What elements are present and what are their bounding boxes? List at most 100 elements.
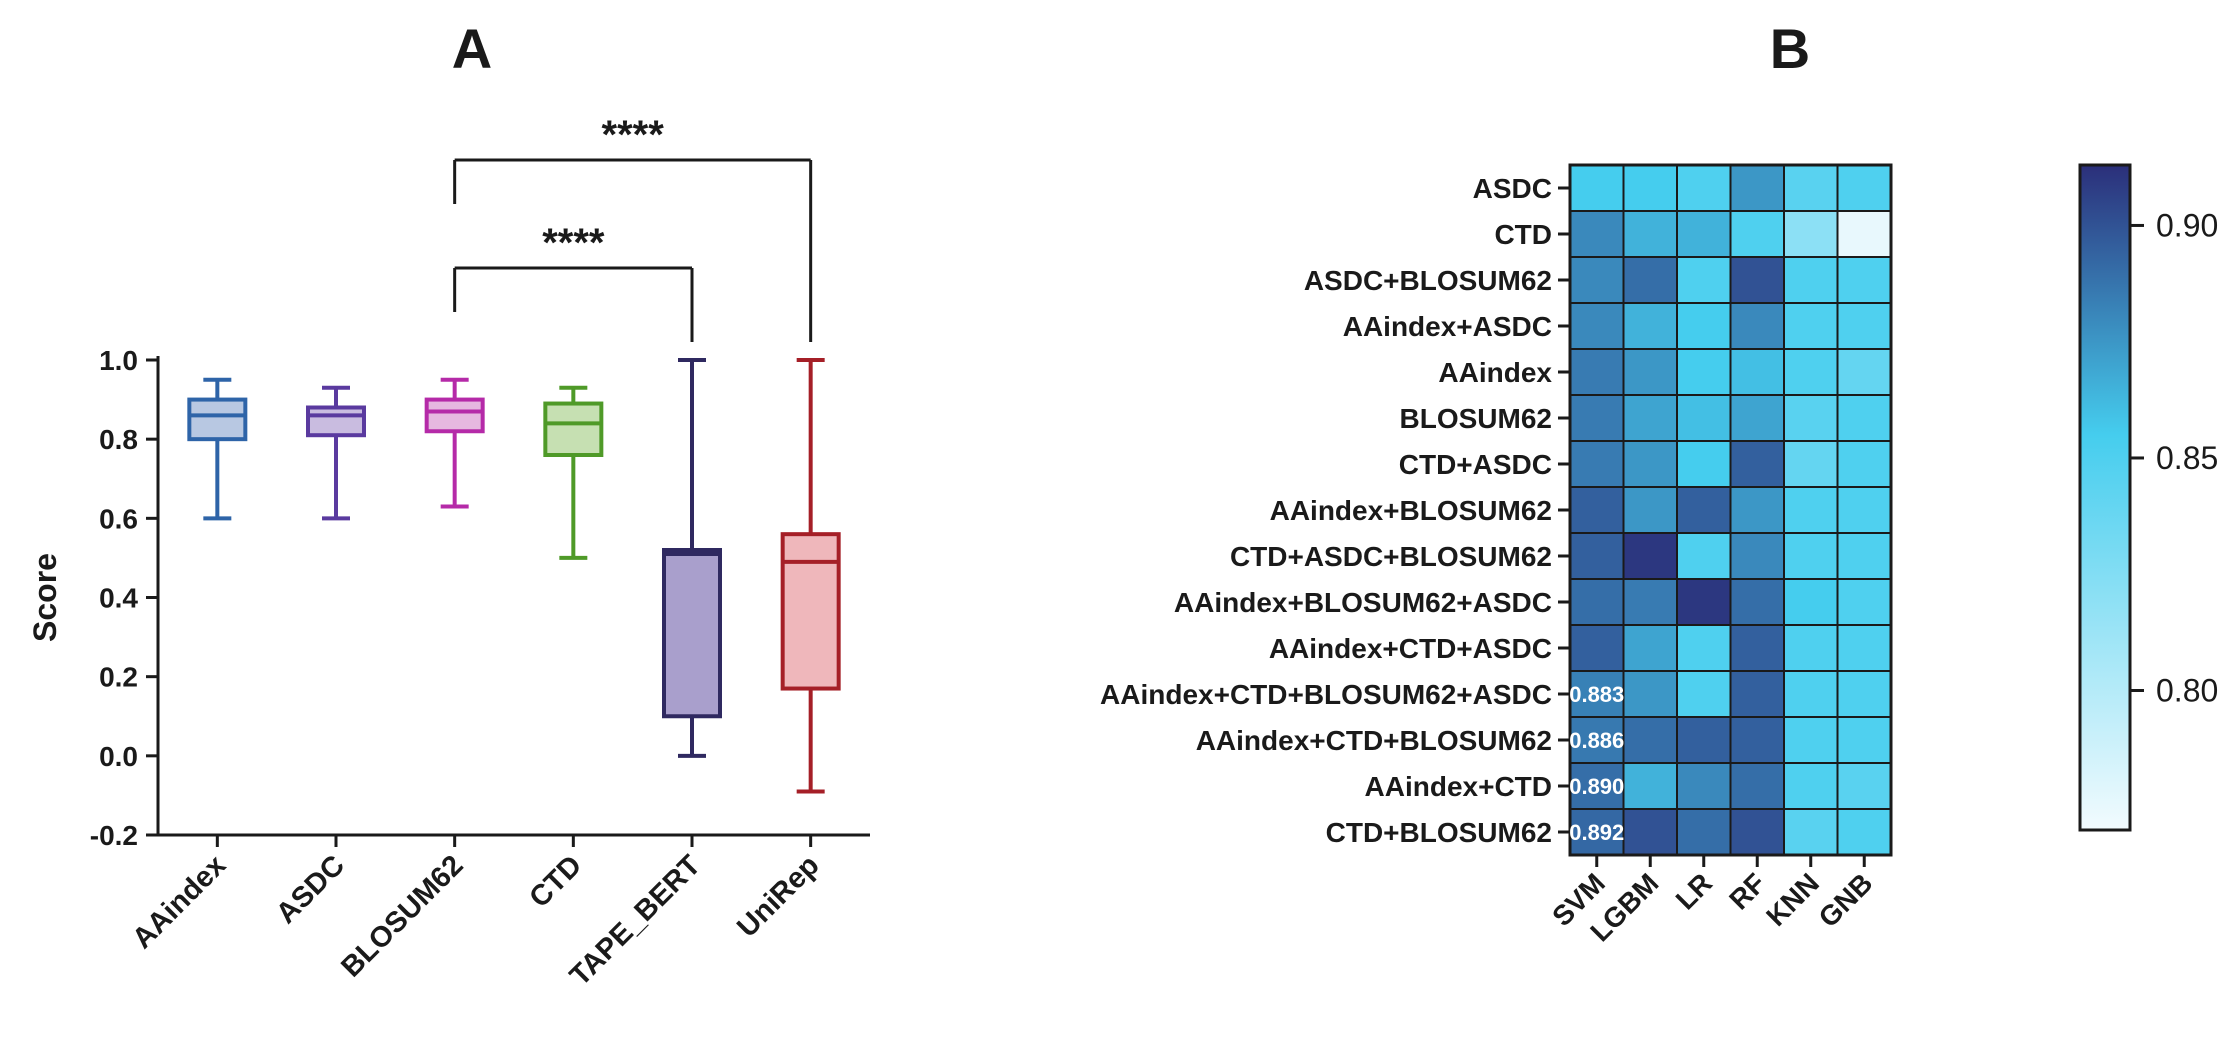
heatmap-cell: [1569, 762, 1625, 810]
heatmap-cell: [1729, 164, 1785, 212]
heatmap-cell: [1622, 348, 1678, 396]
heatmap-cell: [1729, 578, 1785, 626]
box-iqr: [424, 397, 485, 434]
heatmap-cell: [1622, 394, 1678, 442]
box-iqr: [187, 397, 248, 442]
heatmap-chart: ASDC CTD ASDC+BLOSUM62 AAindex+ASDC AAindex B…: [1100, 163, 1893, 948]
heatmap-cell: [1783, 808, 1839, 856]
column-label: GNB: [1813, 867, 1879, 933]
heatmap-cell: [1622, 578, 1678, 626]
cell-value-label: 0.886: [1569, 728, 1624, 753]
heatmap-cell: [1569, 486, 1625, 534]
significance-bracket: ****: [453, 113, 813, 342]
box-iqr: [662, 548, 722, 719]
heatmap-cell: [1676, 486, 1732, 534]
heatmap-cell: [1569, 302, 1625, 350]
heatmap-cell: [1676, 164, 1732, 212]
row-label: CTD+ASDC: [1399, 449, 1552, 480]
colorbar-tick-label: 0.90: [2156, 207, 2218, 243]
heatmap-cell: [1729, 302, 1785, 350]
heatmap-cell: [1783, 762, 1839, 810]
heatmap-cell: [1729, 532, 1785, 580]
significance-bracket: ****: [453, 221, 694, 342]
y-tick-label: 0.2: [99, 662, 138, 693]
significance-label: ****: [542, 221, 605, 265]
colorbar-bar: [2078, 163, 2132, 832]
row-label: AAindex: [1438, 357, 1552, 388]
panel-b-label: B: [1770, 17, 1810, 80]
row-label: CTD+ASDC+BLOSUM62: [1230, 541, 1552, 572]
y-tick-label: 0.8: [99, 424, 138, 455]
heatmap-cell: [1836, 716, 1892, 764]
colorbar-tick-label: 0.80: [2156, 672, 2218, 708]
heatmap-cell: [1836, 256, 1892, 304]
heatmap-cell: [1783, 348, 1839, 396]
heatmap-cell: [1729, 716, 1785, 764]
heatmap-cell: [1836, 348, 1892, 396]
box-plot-chart: -0.2 0.0 0.2 0.4 0.6 0.8 1.0 Score AAindex ASDCBL…: [27, 113, 870, 992]
heatmap-cell: [1569, 256, 1625, 304]
heatmap-cell: [1569, 210, 1625, 258]
heatmap-cell: [1836, 302, 1892, 350]
row-label: BLOSUM62: [1400, 403, 1552, 434]
heatmap-cell: [1729, 210, 1785, 258]
y-tick-label: 0.6: [99, 503, 138, 534]
heatmap-cell: [1569, 716, 1625, 764]
row-label: CTD: [1494, 219, 1552, 250]
box-iqr: [306, 405, 366, 438]
heatmap-cell: [1676, 716, 1732, 764]
heatmap-cell: [1676, 348, 1732, 396]
heatmap-cell: [1676, 210, 1732, 258]
heatmap-cell: [1676, 394, 1732, 442]
heatmap-cell: [1622, 210, 1678, 258]
heatmap-cell: [1729, 348, 1785, 396]
box-iqr: [780, 532, 841, 691]
heatmap-cell: [1783, 302, 1839, 350]
heatmap-cell: [1836, 440, 1892, 488]
row-label: AAindex+ASDC: [1343, 311, 1552, 342]
row-label: CTD+BLOSUM62: [1326, 817, 1552, 848]
heatmap-cell: [1836, 164, 1892, 212]
heatmap-cell: [1676, 762, 1732, 810]
box-tape-bert: [662, 358, 722, 758]
heatmap-cell: [1783, 716, 1839, 764]
heatmap-cell: [1622, 808, 1678, 856]
heatmap-cell: [1783, 256, 1839, 304]
heatmap-cell: [1729, 624, 1785, 672]
heatmap-cell: [1676, 532, 1732, 580]
heatmap-cell: [1622, 762, 1678, 810]
box-asdc: [306, 385, 366, 521]
heatmap-cell: [1729, 670, 1785, 718]
heatmap-cell: [1836, 670, 1892, 718]
heatmap-cell: [1836, 624, 1892, 672]
box-blosum62: [424, 377, 485, 509]
heatmap-cell: [1783, 578, 1839, 626]
x-tick-label: BLOSUM62: [335, 849, 469, 983]
x-tick-label: AAindex: [126, 849, 232, 955]
heatmap-cell: [1569, 348, 1625, 396]
heatmap-cell: [1729, 440, 1785, 488]
heatmap-cell: [1836, 762, 1892, 810]
heatmap-cell: [1729, 808, 1785, 856]
heatmap-cell: [1622, 670, 1678, 718]
heatmap-cell: [1729, 394, 1785, 442]
box-ctd: [543, 385, 604, 560]
heatmap-cell: [1836, 210, 1892, 258]
significance-label: ****: [602, 113, 665, 157]
row-label: ASDC+BLOSUM62: [1304, 265, 1552, 296]
row-label: AAindex+BLOSUM62: [1270, 495, 1552, 526]
heatmap-cell: [1783, 670, 1839, 718]
heatmap-cell: [1622, 256, 1678, 304]
x-tick-label: ASDC: [270, 849, 351, 930]
row-label: AAindex+CTD: [1365, 771, 1552, 802]
heatmap-cell: [1836, 532, 1892, 580]
heatmap-cell: [1836, 808, 1892, 856]
heatmap-cell: [1622, 164, 1678, 212]
heatmap-cell: [1676, 578, 1732, 626]
heatmap-cell: [1836, 578, 1892, 626]
heatmap-cell: [1622, 486, 1678, 534]
row-label: ASDC: [1473, 173, 1552, 204]
heatmap-cell: [1783, 210, 1839, 258]
